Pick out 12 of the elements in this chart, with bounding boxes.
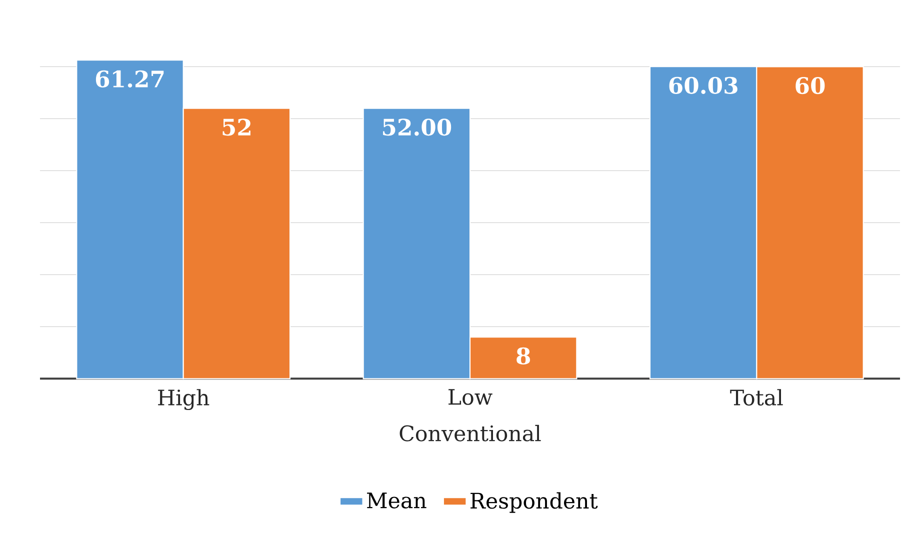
- data-label: 52.00: [383, 118, 452, 136]
- x-tick-label: High: [158, 389, 210, 410]
- data-label: 61.27: [96, 70, 164, 88]
- data-label: 8: [516, 347, 530, 365]
- x-tick-label: Low: [448, 389, 492, 405]
- data-label: 60.03: [669, 76, 738, 94]
- x-tick-label: Total: [730, 389, 783, 406]
- legend-label: Respondent: [470, 492, 598, 513]
- data-label: 60: [796, 76, 825, 94]
- x-axis-title: Conventional: [400, 424, 541, 442]
- data-label: 52: [222, 118, 250, 136]
- legend-label: Mean: [367, 492, 426, 508]
